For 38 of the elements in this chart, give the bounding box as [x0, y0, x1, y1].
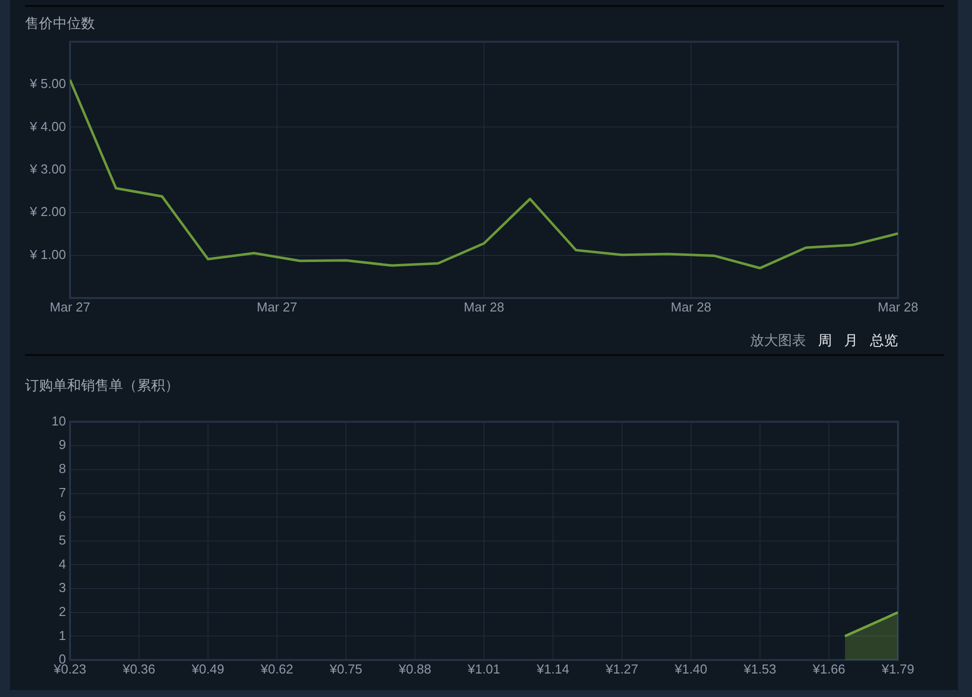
chart-title: 售价中位数: [25, 14, 95, 32]
y-tick-label: 1: [58, 628, 66, 643]
text: 放大图表: [750, 331, 806, 349]
y-tick-label: ¥ 5.00: [28, 76, 66, 92]
text: 月: [844, 331, 858, 349]
x-tick-label: ¥1.66: [812, 661, 846, 676]
x-tick-label: ¥1.01: [466, 661, 500, 676]
y-tick-label: 9: [58, 437, 66, 452]
y-tick-label: ¥ 4.00: [28, 118, 66, 134]
y-tick-label: ¥ 2.00: [28, 204, 66, 220]
x-tick-label: Mar 28: [670, 299, 712, 314]
y-tick-label: 8: [58, 461, 66, 476]
x-tick-label: ¥1.14: [536, 661, 570, 676]
y-tick-label: 3: [58, 580, 66, 596]
x-tick-label: ¥0.36: [122, 661, 156, 676]
y-tick-label: 5: [58, 532, 66, 548]
x-tick-label: ¥0.88: [398, 661, 432, 676]
x-tick-label: ¥1.40: [674, 661, 708, 676]
x-tick-label: Mar 28: [464, 299, 504, 314]
x-tick-label: ¥0.49: [190, 661, 224, 676]
y-tick-label: 6: [58, 508, 66, 524]
x-tick-label: ¥1.27: [604, 661, 638, 676]
x-tick-label: Mar 27: [50, 299, 90, 314]
y-tick-label: 2: [58, 604, 66, 619]
chart-title: 订购单和销售单（累积）: [25, 376, 179, 394]
y-tick-label: 10: [52, 413, 66, 428]
text: 周: [818, 331, 832, 349]
x-tick-label: ¥1.79: [880, 661, 914, 676]
text: 总览: [870, 331, 898, 349]
x-tick-label: Mar 27: [256, 299, 298, 314]
x-tick-label: ¥0.75: [328, 661, 362, 676]
y-tick-label: 7: [58, 484, 66, 500]
x-tick-label: ¥0.62: [260, 661, 294, 676]
y-tick-label: 4: [58, 556, 66, 572]
x-tick-label: ¥1.53: [742, 661, 776, 676]
y-tick-label: ¥ 1.00: [28, 246, 66, 262]
y-tick-label: ¥ 3.00: [28, 161, 66, 176]
x-tick-label: Mar 28: [878, 299, 918, 314]
